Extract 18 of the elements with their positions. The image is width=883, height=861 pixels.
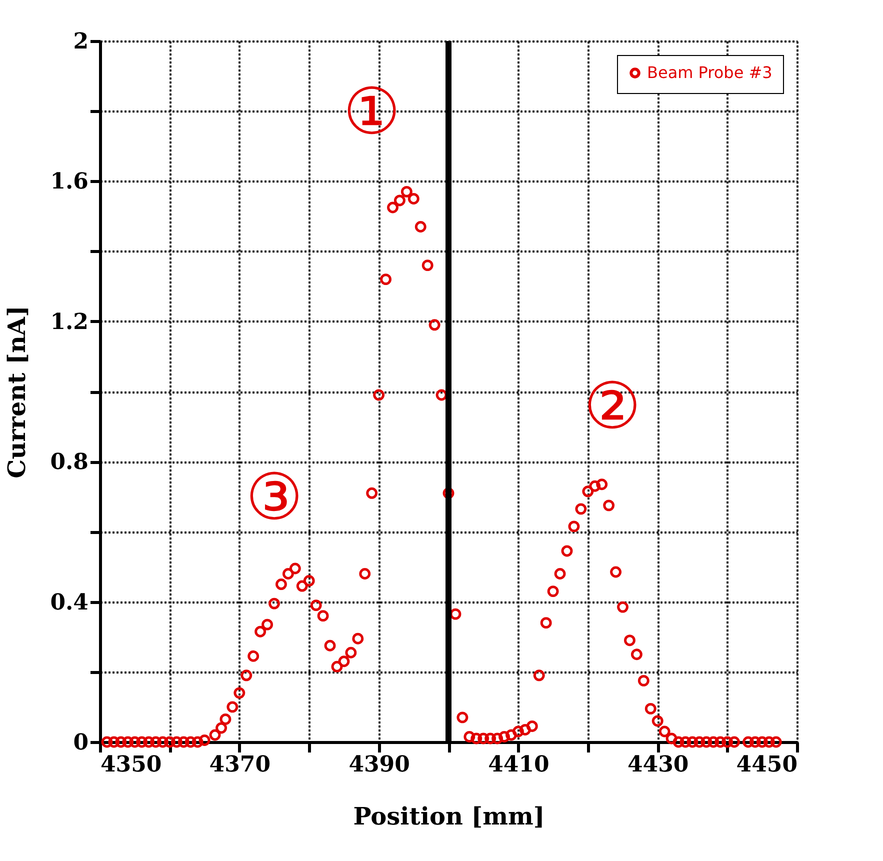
x-tick-label: 4390 bbox=[348, 752, 410, 778]
x-tick-label: 4370 bbox=[209, 752, 271, 778]
y-tick-label: 0.4 bbox=[50, 589, 88, 616]
y-tick-label: 0 bbox=[73, 730, 88, 756]
y-tick-label: 0.8 bbox=[50, 449, 88, 476]
legend-label: Beam Probe #3 bbox=[647, 63, 772, 82]
y-tick-label: 2 bbox=[73, 28, 88, 54]
annotation: ① bbox=[343, 76, 401, 150]
x-tick-label: 4430 bbox=[627, 752, 689, 778]
x-tick-label: 4350 bbox=[100, 752, 162, 778]
x-axis-title: Position [mm] bbox=[353, 802, 545, 830]
annotation: ③ bbox=[246, 461, 303, 536]
x-tick-label: 4450 bbox=[736, 752, 798, 778]
annotation: ② bbox=[584, 370, 641, 444]
y-tick-label: 1.6 bbox=[50, 168, 88, 195]
x-tick-label: 4410 bbox=[488, 752, 550, 778]
y-tick-label: 1.2 bbox=[50, 308, 88, 335]
y-axis-title: Current [nA] bbox=[2, 306, 32, 478]
